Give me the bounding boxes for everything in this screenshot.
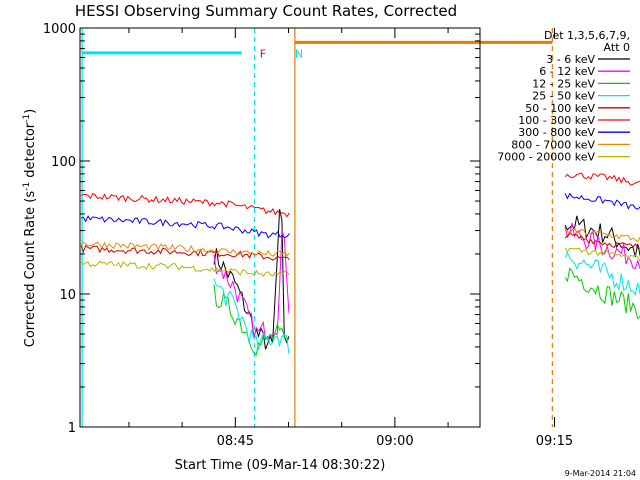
legend-label: 800 - 7000 keV [511, 138, 595, 151]
x-tick-label: 09:00 [376, 434, 413, 449]
y-axis-label: Corrected Count Rate (s-1 detector-1) [22, 109, 38, 347]
legend-label: 100 - 300 keV [518, 114, 595, 127]
annotation-marker: N [295, 48, 303, 61]
series-line-5 [564, 231, 640, 249]
x-tick-label: 08:45 [217, 434, 254, 449]
legend-label: 12 - 25 keV [532, 77, 595, 90]
y-axis-ticks: 1 10 100 1000 [43, 22, 480, 436]
series-line-7 [80, 215, 290, 239]
x-tick-label: 09:15 [536, 434, 573, 449]
y-tick-label: 1 [68, 421, 76, 436]
series-line-8 [564, 227, 640, 242]
series-line-6 [564, 172, 640, 186]
legend-label: 25 - 50 keV [532, 90, 595, 103]
y-label-part-1: Corrected Count Rate (s [23, 191, 38, 348]
series-line-2 [564, 222, 640, 270]
y-label-part-4: -1 [22, 114, 32, 123]
series-line-6 [80, 192, 290, 218]
series-line-5 [80, 244, 290, 261]
legend-label: 6 - 12 keV [539, 65, 595, 78]
annotation-marker: F [260, 48, 266, 61]
x-axis-label: Start Time (09-Mar-14 08:30:22) [175, 458, 386, 473]
series-line-9 [564, 247, 640, 262]
observation-vertical-lines [81, 28, 553, 427]
series-line-9 [80, 260, 290, 278]
y-tick-label: 10 [59, 288, 76, 303]
legend-header-2: Att 0 [604, 41, 630, 54]
series-line-3 [213, 284, 290, 356]
series-line-4 [564, 251, 640, 297]
plot-frame [79, 27, 481, 428]
series-line-2 [213, 230, 290, 341]
y-label-part-3: detector [23, 122, 38, 182]
y-tick-label: 1000 [43, 22, 76, 37]
series-group [80, 172, 640, 356]
chart-title: HESSI Observing Summary Count Rates, Cor… [75, 2, 457, 20]
series-line-3 [564, 267, 640, 320]
observation-bands [82, 40, 553, 55]
y-tick-label: 100 [51, 155, 76, 170]
y-label-part-2: -1 [22, 182, 32, 191]
legend-label: 300 - 800 keV [518, 126, 595, 139]
legend-label: 7000 - 20000 keV [497, 151, 595, 164]
series-line-4 [213, 278, 290, 355]
series-line-7 [564, 192, 640, 210]
legend-label: 3 - 6 keV [546, 53, 595, 66]
footer-date: 9-Mar-2014 21:04 [565, 469, 636, 478]
y-label-part-5: ) [23, 109, 38, 114]
series-line-8 [80, 241, 290, 257]
legend-header-1: Det 1,3,5,6,7,9, [544, 29, 630, 42]
series-line-1 [564, 215, 640, 257]
legend-label: 50 - 100 keV [525, 102, 595, 115]
